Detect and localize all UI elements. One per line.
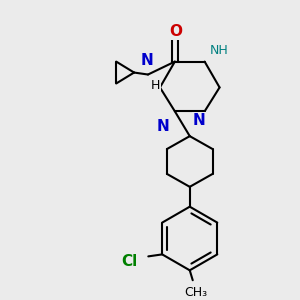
Text: N: N <box>157 119 170 134</box>
Text: O: O <box>169 24 182 39</box>
Text: CH₃: CH₃ <box>184 286 207 299</box>
Text: Cl: Cl <box>121 254 137 269</box>
Text: N: N <box>141 52 153 68</box>
Text: H: H <box>151 80 160 92</box>
Text: NH: NH <box>210 44 228 57</box>
Text: N: N <box>193 113 206 128</box>
